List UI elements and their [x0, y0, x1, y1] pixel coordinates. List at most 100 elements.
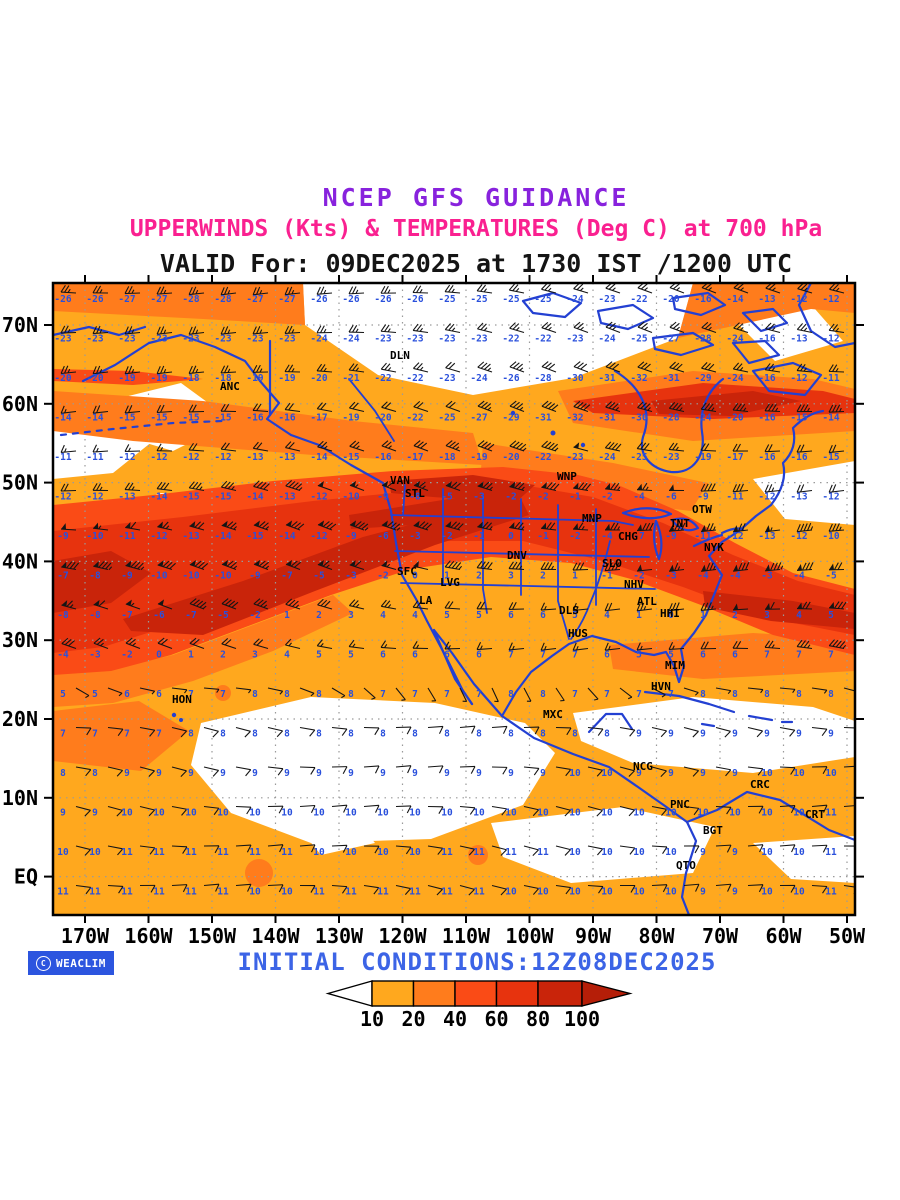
svg-text:50W: 50W — [829, 924, 866, 948]
svg-text:4: 4 — [284, 650, 290, 661]
svg-text:-14: -14 — [214, 531, 231, 542]
svg-text:-14: -14 — [726, 294, 743, 305]
svg-text:11: 11 — [217, 887, 229, 898]
svg-text:9: 9 — [252, 768, 258, 779]
station-label-CHG: CHG — [618, 530, 638, 543]
svg-text:-12: -12 — [790, 531, 807, 542]
svg-text:9: 9 — [732, 768, 738, 779]
svg-text:7: 7 — [60, 729, 66, 740]
station-label-NHV: NHV — [624, 578, 644, 591]
svg-text:10: 10 — [729, 808, 741, 819]
svg-text:90W: 90W — [575, 924, 612, 948]
svg-text:-24: -24 — [598, 334, 615, 345]
svg-text:-23: -23 — [598, 294, 615, 305]
svg-text:-32: -32 — [566, 413, 583, 424]
svg-text:20N: 20N — [2, 707, 38, 731]
station-label-STL: STL — [405, 487, 425, 500]
svg-text:10: 10 — [633, 887, 645, 898]
mackenzie-river — [348, 378, 395, 442]
svg-text:1: 1 — [700, 610, 706, 621]
svg-text:10: 10 — [441, 808, 453, 819]
svg-text:10: 10 — [409, 847, 421, 858]
svg-text:10: 10 — [409, 808, 421, 819]
svg-text:-23: -23 — [662, 452, 679, 463]
svg-text:-25: -25 — [438, 413, 455, 424]
svg-text:6: 6 — [604, 650, 610, 661]
svg-text:8: 8 — [252, 729, 258, 740]
svg-text:6: 6 — [476, 650, 482, 661]
svg-text:-16: -16 — [246, 413, 263, 424]
svg-text:8: 8 — [572, 729, 578, 740]
svg-text:80W: 80W — [638, 924, 675, 948]
svg-text:-23: -23 — [374, 334, 391, 345]
svg-text:7: 7 — [476, 689, 482, 700]
svg-text:7: 7 — [380, 689, 386, 700]
svg-text:-1: -1 — [473, 531, 485, 542]
coastline-southamerica-west — [680, 820, 698, 915]
svg-text:-12: -12 — [310, 492, 327, 503]
svg-text:-3: -3 — [409, 531, 421, 542]
svg-text:60: 60 — [484, 1007, 508, 1031]
svg-text:100: 100 — [564, 1007, 600, 1031]
svg-text:-19: -19 — [342, 413, 359, 424]
svg-text:9: 9 — [508, 768, 514, 779]
station-label-HHI: HHI — [660, 607, 680, 620]
svg-text:-9: -9 — [665, 531, 677, 542]
svg-text:10: 10 — [57, 847, 69, 858]
station-label-VAN: VAN — [390, 474, 410, 487]
svg-text:-20: -20 — [86, 373, 103, 384]
svg-text:10: 10 — [761, 808, 773, 819]
svg-text:11: 11 — [505, 847, 517, 858]
svg-text:-10: -10 — [86, 531, 103, 542]
svg-text:-12: -12 — [150, 531, 167, 542]
svg-text:-30: -30 — [630, 413, 647, 424]
svg-text:100W: 100W — [505, 924, 554, 948]
svg-text:-14: -14 — [54, 413, 71, 424]
copyright-icon: C — [36, 955, 51, 971]
svg-text:-9: -9 — [345, 531, 357, 542]
svg-text:7: 7 — [188, 689, 194, 700]
svg-text:11: 11 — [345, 887, 357, 898]
svg-text:-20: -20 — [726, 413, 743, 424]
svg-text:10: 10 — [345, 808, 357, 819]
svg-text:11: 11 — [825, 847, 837, 858]
svg-text:11: 11 — [825, 887, 837, 898]
svg-text:5: 5 — [476, 610, 482, 621]
svg-text:-27: -27 — [662, 334, 679, 345]
svg-text:-22: -22 — [374, 373, 391, 384]
initial-conditions-text: INITIAL CONDITIONS:12Z08DEC2025 — [237, 948, 717, 976]
svg-text:-20: -20 — [662, 294, 679, 305]
station-label-MNP: MNP — [582, 512, 602, 525]
station-label-LVG: LVG — [440, 576, 460, 589]
svg-text:10: 10 — [89, 847, 101, 858]
svg-text:-13: -13 — [118, 492, 135, 503]
svg-text:9: 9 — [732, 847, 738, 858]
svg-text:-2: -2 — [569, 531, 580, 542]
svg-text:10: 10 — [569, 887, 581, 898]
svg-text:10: 10 — [537, 887, 549, 898]
svg-text:10: 10 — [601, 887, 613, 898]
svg-text:-13: -13 — [790, 492, 807, 503]
svg-text:6: 6 — [156, 689, 162, 700]
svg-text:10: 10 — [569, 847, 581, 858]
svg-text:1: 1 — [188, 650, 194, 661]
svg-text:130W: 130W — [315, 924, 364, 948]
svg-text:-23: -23 — [118, 334, 135, 345]
svg-text:7: 7 — [604, 689, 610, 700]
svg-text:0: 0 — [668, 610, 674, 621]
station-label-HON: HON — [172, 693, 192, 706]
svg-text:-2: -2 — [505, 492, 516, 503]
svg-text:-13: -13 — [758, 294, 775, 305]
svg-text:6: 6 — [124, 689, 130, 700]
svg-text:10: 10 — [569, 768, 581, 779]
hispaniola — [700, 714, 794, 728]
svg-text:3: 3 — [348, 610, 354, 621]
svg-text:-15: -15 — [342, 452, 359, 463]
svg-text:-8: -8 — [89, 571, 101, 582]
svg-text:9: 9 — [348, 768, 354, 779]
svg-text:-11: -11 — [118, 531, 135, 542]
svg-text:-19: -19 — [118, 373, 135, 384]
svg-text:11: 11 — [153, 887, 165, 898]
svg-text:110W: 110W — [442, 924, 491, 948]
